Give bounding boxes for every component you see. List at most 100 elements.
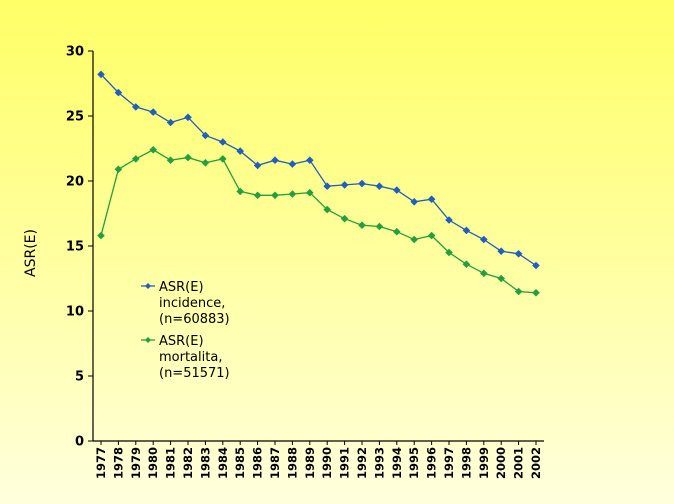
x-tick-label: 1992	[355, 447, 369, 479]
data-point	[340, 181, 349, 189]
y-tick-label: 30	[66, 45, 84, 60]
data-point	[340, 214, 349, 223]
data-point	[219, 138, 227, 146]
legend-label: (n=60883)	[159, 312, 230, 327]
x-tick-label: 1983	[198, 447, 212, 479]
x-tick-label: 1999	[477, 447, 491, 479]
data-point	[358, 221, 366, 229]
data-point	[97, 70, 105, 79]
y-tick-label: 25	[66, 110, 84, 125]
data-point	[532, 289, 540, 297]
data-point	[166, 156, 175, 164]
data-point	[97, 231, 105, 240]
data-point	[323, 182, 331, 190]
data-point	[253, 161, 262, 170]
legend: ASR(E)incidence,(n=60883)ASR(E)mortalita…	[141, 280, 230, 381]
data-point	[393, 186, 401, 194]
data-point	[219, 155, 227, 163]
y-tick-label: 0	[75, 435, 84, 450]
data-point	[201, 131, 210, 140]
x-tick-label: 1991	[338, 447, 352, 479]
data-point	[410, 235, 418, 244]
x-tick-label: 1978	[111, 447, 125, 479]
legend-marker	[145, 337, 151, 343]
data-point	[236, 187, 244, 196]
data-point	[497, 247, 505, 255]
data-point	[462, 260, 471, 268]
data-point	[427, 195, 436, 203]
x-tick-label: 1986	[251, 447, 265, 479]
x-tick-label: 1995	[407, 447, 421, 479]
x-tick-label: 1981	[164, 447, 178, 479]
series-incidence	[97, 70, 540, 270]
legend-item-mortalita: ASR(E)mortalita,(n=51571)	[141, 334, 230, 381]
data-point	[114, 165, 123, 174]
series-line	[100, 149, 537, 294]
data-point	[445, 248, 453, 257]
data-point	[201, 159, 210, 167]
x-tick-label: 1997	[442, 447, 456, 479]
data-point	[427, 231, 436, 240]
data-point	[149, 146, 157, 154]
y-tick-label: 10	[66, 305, 84, 320]
data-point	[236, 147, 244, 155]
data-point	[114, 88, 123, 97]
data-point	[445, 216, 453, 224]
x-tick-label: 1989	[303, 447, 317, 479]
data-point	[393, 227, 401, 236]
x-tick-label: 1977	[94, 447, 108, 479]
series-layer	[97, 70, 540, 297]
data-point	[132, 103, 140, 111]
x-tick-label: 1990	[320, 447, 334, 479]
data-point	[288, 160, 297, 168]
data-point	[306, 156, 314, 164]
data-point	[323, 205, 331, 214]
data-point	[514, 250, 523, 258]
y-tick-label: 15	[66, 240, 84, 255]
data-point	[271, 191, 279, 200]
x-tick-label: 2000	[494, 447, 508, 479]
series-mortalita	[97, 146, 540, 297]
data-point	[253, 191, 262, 200]
legend-label: mortalita,	[159, 350, 222, 365]
data-point	[132, 155, 140, 163]
x-tick-label: 1994	[390, 447, 404, 479]
data-point	[532, 261, 540, 270]
data-point	[410, 198, 418, 206]
x-tick-label: 1984	[216, 447, 230, 479]
legend-marker	[145, 283, 151, 289]
y-tick-label: 20	[66, 175, 84, 190]
x-tick-label: 1998	[459, 447, 473, 479]
data-point	[514, 287, 523, 296]
data-point	[306, 188, 314, 197]
legend-item-incidence: ASR(E)incidence,(n=60883)	[141, 280, 230, 327]
x-tick-label: 1993	[372, 447, 386, 479]
data-point	[497, 274, 505, 283]
data-point	[288, 190, 297, 198]
series-line	[100, 73, 537, 267]
x-tick-label: 1985	[233, 447, 247, 479]
x-tick-label: 2002	[529, 447, 543, 479]
data-point	[375, 182, 384, 190]
x-tick-label: 1988	[285, 447, 299, 479]
data-point	[149, 108, 157, 116]
x-tick-label: 1987	[268, 447, 282, 479]
data-point	[184, 113, 192, 122]
data-point	[375, 222, 384, 231]
x-tick-label: 2001	[512, 447, 526, 479]
data-point	[462, 226, 471, 235]
data-point	[166, 118, 175, 127]
y-tick-label: 5	[75, 370, 84, 385]
data-point	[480, 269, 488, 278]
legend-label: ASR(E)	[159, 334, 204, 349]
x-tick-label: 1982	[181, 447, 195, 479]
legend-label: (n=51571)	[159, 366, 230, 381]
axes: 0 5 10 15 20 25 30 1977 1978 1979 1980 1981 1982 1983…	[66, 45, 544, 479]
legend-label: ASR(E)	[159, 280, 204, 295]
legend-label: incidence,	[159, 296, 225, 311]
data-point	[358, 179, 366, 188]
data-point	[184, 153, 192, 162]
data-point	[271, 156, 279, 164]
x-tick-label: 1980	[146, 447, 160, 479]
